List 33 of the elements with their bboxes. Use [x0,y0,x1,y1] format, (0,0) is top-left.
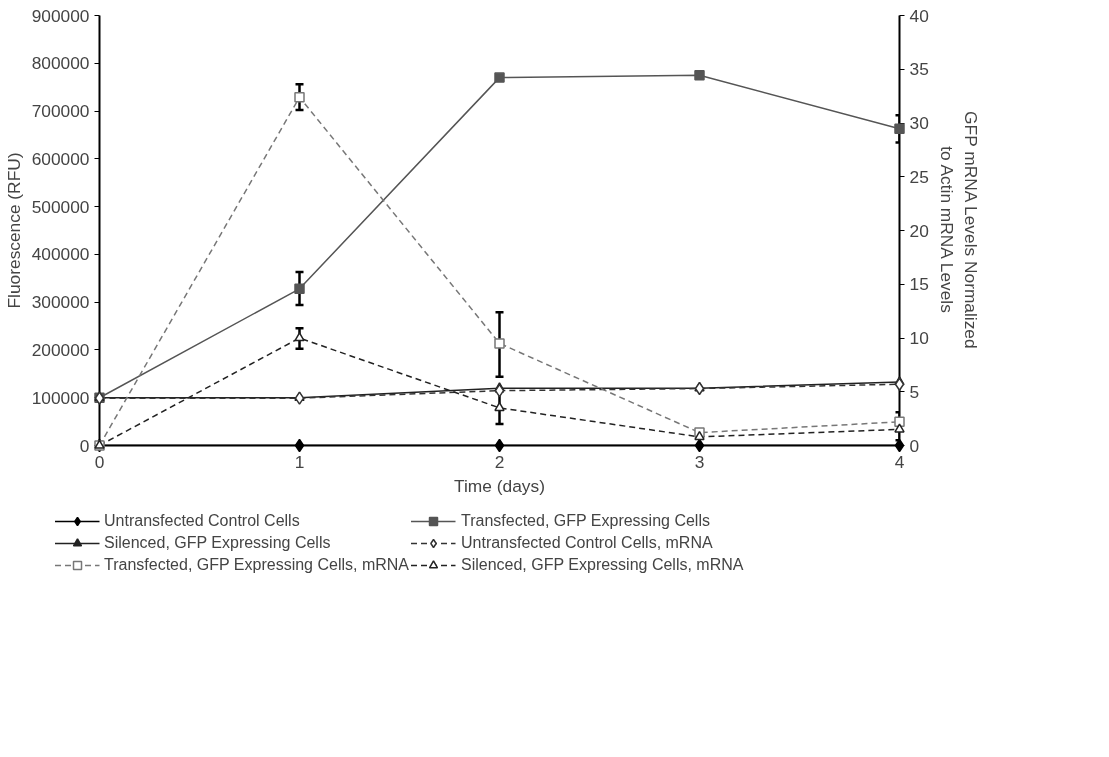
y-tick-label: 0 [79,435,90,456]
legend-label: Untransfected Control Cells, mRNA [460,534,714,552]
y2-tick-label: 30 [909,113,929,133]
y2-tick-label: 40 [909,5,929,26]
y2-axis-title: GFP mRNA Levels Normalized to Actin mRNA Levels [936,111,981,349]
y-tick-label: 800000 [31,53,90,74]
legend-label: Transfected, GFP Expressing Cells [460,512,711,530]
x-tick-label: 0 [94,451,105,472]
y2-tick-label: 25 [909,166,929,187]
legend-label: Silenced, GFP Expressing Cells [104,534,332,552]
y2-tick-label: 0 [909,435,920,456]
legend-label: Transfected, GFP Expressing Cells, mRNA [104,556,409,574]
y-tick-label: 900000 [31,5,90,26]
y-tick-label: 200000 [31,339,90,360]
legend-label: Silenced, GFP Expressing Cells, mRNA [460,556,745,574]
x-tick-label: 4 [894,451,905,472]
y2-tick-label: 15 [909,274,929,295]
legend-label: Untransfected Control Cells [104,512,301,530]
y2-tick-label: 10 [909,328,929,348]
x-tick-label: 1 [294,451,305,472]
y-tick-label: 400000 [31,244,90,265]
y-axis-title: Fluorescence (RFU) [3,152,24,309]
x-tick-label: 3 [694,451,705,472]
y-tick-label: 500000 [31,196,90,217]
y2-tick-label: 20 [909,220,929,241]
y-tick-label: 600000 [31,148,90,169]
y2-tick-label: 5 [909,381,920,402]
x-axis-title: Time (days) [454,475,545,496]
y-tick-label: 700000 [31,101,90,122]
y2-tick-label: 35 [909,59,929,80]
y-tick-label: 100000 [31,387,90,408]
y-tick-label: 300000 [31,292,90,313]
x-tick-label: 2 [494,451,505,472]
